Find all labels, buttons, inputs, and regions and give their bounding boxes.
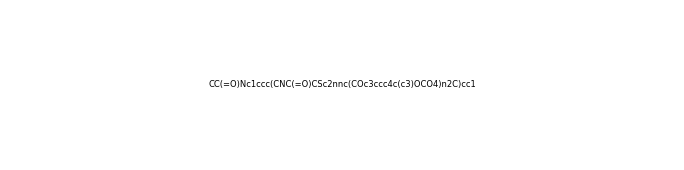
Text: CC(=O)Nc1ccc(CNC(=O)CSc2nnc(COc3ccc4c(c3)OCO4)n2C)cc1: CC(=O)Nc1ccc(CNC(=O)CSc2nnc(COc3ccc4c(c3…	[208, 81, 476, 89]
